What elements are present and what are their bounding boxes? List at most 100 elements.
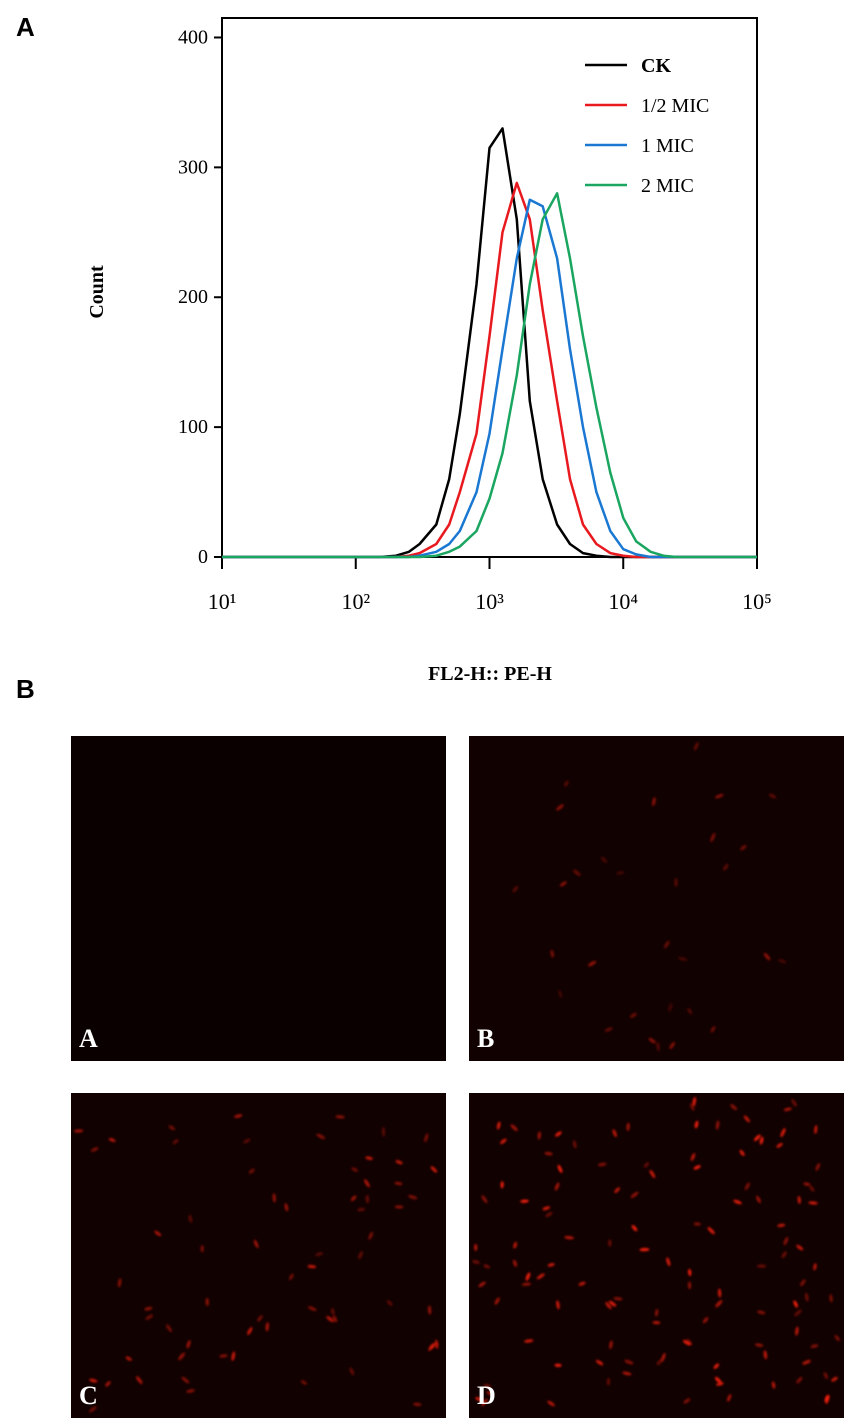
panel-label: A: [16, 12, 35, 42]
cell: [394, 1181, 403, 1186]
cell: [648, 1037, 656, 1044]
cell: [481, 1398, 488, 1407]
cell: [89, 1378, 98, 1383]
cell: [809, 1185, 815, 1192]
cell: [413, 1402, 422, 1407]
cell: [677, 956, 688, 961]
cell: [834, 1334, 840, 1342]
cell: [710, 1026, 716, 1033]
cell: [513, 1241, 518, 1249]
cell: [815, 1162, 821, 1171]
cell: [796, 1244, 804, 1251]
cell: [609, 1340, 613, 1350]
cell: [395, 1160, 403, 1165]
cell: [486, 1391, 493, 1396]
cell: [687, 1281, 692, 1290]
cell: [351, 1167, 359, 1172]
cell: [730, 1104, 738, 1111]
cell: [777, 1223, 786, 1228]
legend-label: 1/2 MIC: [641, 95, 709, 117]
cell: [763, 952, 771, 961]
cell: [693, 1165, 701, 1170]
cell: [136, 1376, 143, 1385]
cell: [768, 793, 777, 799]
cell: [544, 1151, 553, 1156]
cell: [668, 1003, 673, 1012]
cell: [794, 1309, 802, 1317]
cell: [795, 1326, 799, 1336]
series-line: [222, 198, 757, 559]
cell: [331, 1308, 335, 1315]
micrograph-label: B: [477, 1024, 494, 1053]
cell: [365, 1156, 373, 1160]
cell: [265, 1322, 269, 1332]
cell: [554, 1182, 560, 1191]
cell: [105, 1381, 111, 1387]
cell: [307, 1264, 317, 1269]
cell: [800, 1279, 806, 1287]
cell: [756, 1195, 761, 1204]
cell: [253, 1239, 259, 1249]
cell: [810, 1344, 819, 1348]
cell: [780, 1128, 786, 1138]
cell: [559, 881, 567, 887]
cell: [332, 1315, 338, 1323]
cell: [550, 949, 555, 958]
micrograph: [71, 736, 446, 1061]
cell: [803, 1182, 811, 1186]
cell: [629, 1012, 637, 1018]
cell: [723, 863, 729, 871]
x-tick-label: 10⁴: [608, 589, 638, 614]
cell: [510, 1124, 518, 1132]
cell: [494, 1297, 500, 1305]
cell: [547, 1263, 555, 1267]
cell: [608, 1300, 617, 1307]
cell: [630, 1191, 639, 1199]
cell: [205, 1297, 209, 1307]
cell: [612, 1129, 617, 1138]
cell: [666, 1257, 671, 1267]
cell: [556, 1300, 560, 1310]
cell: [781, 1251, 787, 1259]
cell: [90, 1147, 99, 1152]
cell: [744, 1182, 750, 1191]
cell: [778, 959, 787, 964]
cell: [715, 1300, 723, 1308]
micrograph: [469, 736, 844, 1061]
cell: [783, 1107, 792, 1112]
cell: [247, 1327, 253, 1336]
cell: [771, 1381, 776, 1389]
cell: [717, 1288, 722, 1298]
cell: [564, 780, 569, 787]
cell: [606, 1377, 611, 1386]
cell: [690, 1103, 695, 1111]
cell: [243, 1138, 251, 1144]
y-tick-label: 400: [178, 26, 208, 48]
x-tick-label: 10³: [475, 589, 504, 614]
legend-label: 2 MIC: [641, 175, 694, 197]
cell: [733, 1199, 742, 1205]
cell: [272, 1193, 276, 1203]
cell: [808, 1201, 818, 1205]
legend-label: CK: [641, 55, 671, 77]
cell: [716, 1382, 724, 1386]
cell: [172, 1139, 179, 1145]
cell: [631, 1224, 638, 1232]
cell: [520, 1199, 529, 1203]
cell: [554, 1363, 562, 1367]
micrograph: [71, 1093, 446, 1418]
cell: [656, 1041, 660, 1052]
cell: [823, 1372, 828, 1380]
cell: [639, 1248, 650, 1252]
micrograph: [469, 1093, 844, 1418]
cell: [702, 1317, 709, 1324]
cell: [188, 1214, 193, 1223]
y-tick-label: 0: [198, 546, 208, 568]
cell: [783, 1236, 789, 1246]
cell: [649, 1169, 656, 1179]
cell: [428, 1305, 432, 1315]
cell: [814, 1125, 818, 1134]
cell: [669, 1041, 676, 1050]
cell: [542, 1206, 551, 1211]
cell: [710, 832, 716, 843]
